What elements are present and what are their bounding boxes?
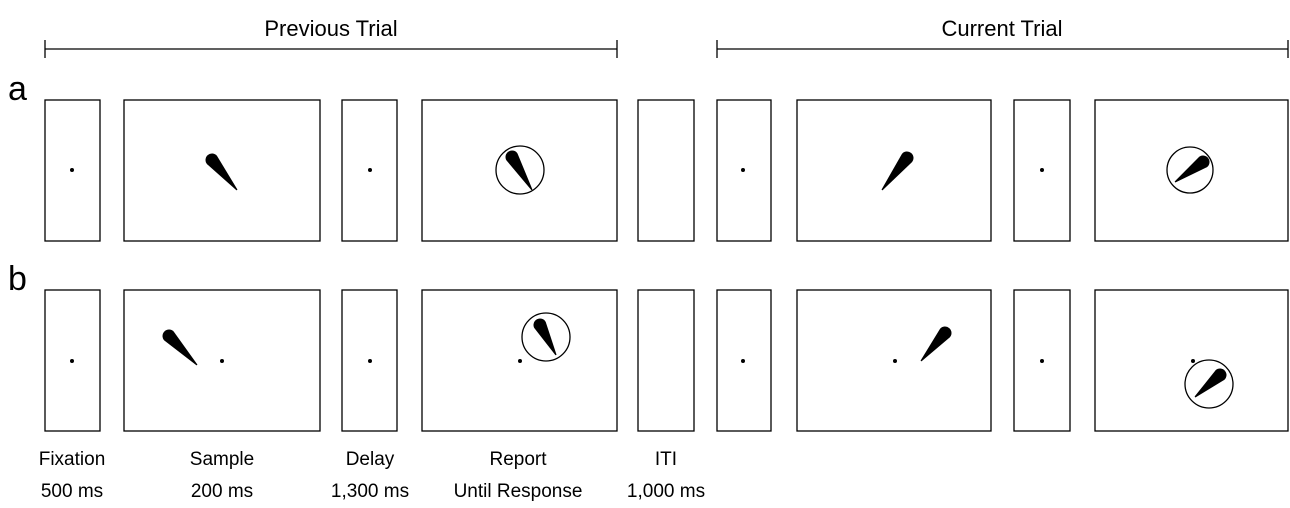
orientation-stimulus [881,151,914,191]
response-wheel [495,145,545,195]
fixation-dot [1191,359,1195,363]
phase-duration: 200 ms [191,481,253,502]
orientation-stimulus [533,318,557,356]
response-wheel [1166,146,1214,194]
phase-name: ITI [655,449,677,470]
fixation-dot [70,168,74,172]
screen-frame [637,289,695,432]
orientation-stimulus [1174,155,1210,183]
fixation-dot [1040,359,1044,363]
current-trial-label: Current Trial [941,16,1062,41]
phase-name: Fixation [39,449,106,470]
fixation-dot [893,359,897,363]
orientation-stimulus [920,326,952,362]
fixation-dot [741,168,745,172]
screen-frame [637,99,695,242]
phase-name: Sample [190,449,254,470]
phase-duration: 1,300 ms [331,481,409,502]
fixation-dot [518,359,522,363]
fixation-dot [741,359,745,363]
response-wheel [521,312,571,362]
fixation-dot [1040,168,1044,172]
phase-name: Delay [346,449,395,470]
phase-duration: 500 ms [41,481,103,502]
brackets [44,40,1289,58]
orientation-stimulus [205,153,238,191]
phase-labels: Fixation 500 ms Sample 200 ms Delay 1,300 ms R… [39,449,705,502]
panels [44,99,1289,432]
fixation-dot [368,359,372,363]
orientation-stimulus [1194,368,1227,398]
orientation-stimulus [162,329,198,366]
row-label: a [8,70,27,108]
fixation-dot [368,168,372,172]
fixation-dot [70,359,74,363]
response-wheel [1184,359,1234,409]
phase-duration: Until Response [454,481,583,502]
fixation-dot [220,359,224,363]
screen-frame [44,99,101,242]
row-label: b [8,260,27,298]
phase-duration: 1,000 ms [627,481,705,502]
orientation-stimulus [505,150,533,191]
previous-trial-label: Previous Trial [264,16,397,41]
phase-name: Report [489,449,547,470]
